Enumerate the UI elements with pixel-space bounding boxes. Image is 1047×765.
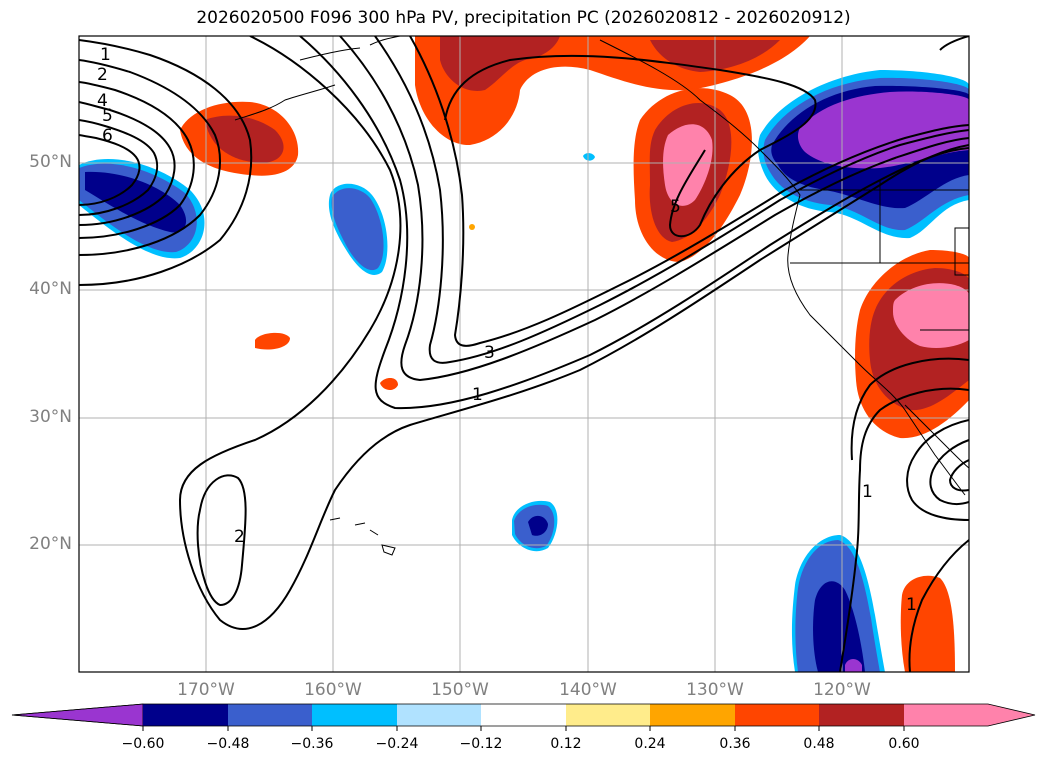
colorbar-bin [566,704,650,726]
colorbar-bin [143,704,228,726]
colorbar-tick-label: −0.24 [375,736,419,752]
lon-label: 130°W [686,680,744,700]
colorbar-tick-label: 0.36 [719,736,751,752]
colorbar-bin [650,704,735,726]
colorbar-tick-label: −0.48 [206,736,250,752]
lon-label: 170°W [177,680,235,700]
colorbar [11,703,1036,731]
colorbar-tick-label: 0.48 [803,736,835,752]
lon-label: 150°W [431,680,489,700]
contour-label: 3 [484,343,495,363]
map-area: 1 2 4 5 6 3 1 2 5 1 1 [79,36,969,672]
contour-label: 4 [97,91,108,111]
contour-label: 6 [102,126,113,146]
colorbar-bin [735,704,819,726]
coastlines [234,36,969,556]
colorbar-extend-left [11,703,144,727]
contour-label: 1 [100,45,111,65]
contour-label: 1 [862,482,873,502]
pv-contours [79,36,969,672]
colorbar-tick-label: −0.60 [121,736,165,752]
colorbar-tick-label: −0.36 [290,736,334,752]
lat-label: 40°N [29,279,72,299]
lon-label: 140°W [559,680,617,700]
colorbar-bin [819,704,904,726]
colorbar-tick-label: 0.24 [634,736,666,752]
colorbar-bin [397,704,481,726]
contour-label: 1 [906,595,917,615]
colorbar-extend-right [904,704,1035,726]
colorbar-bin [312,704,397,726]
lat-label: 30°N [29,407,72,427]
contour-label: 1 [472,385,483,405]
contour-labels: 1 2 4 5 6 3 1 2 5 1 1 [97,45,917,615]
colorbar-bin [481,704,566,726]
colorbar-tick-label: −0.12 [459,736,503,752]
colorbar-tick-label: 0.12 [550,736,582,752]
map-frame [78,35,970,673]
colorbar-bin [228,704,312,726]
colorbar-tick-label: 0.60 [888,736,920,752]
contour-label: 5 [102,106,113,126]
lat-label: 50°N [29,152,72,172]
lat-label: 20°N [29,534,72,554]
map-title: 2026020500 F096 300 hPa PV, precipitatio… [196,8,851,28]
lon-label: 160°W [304,680,362,700]
contour-label: 2 [234,527,245,547]
lon-label: 120°W [813,680,871,700]
contour-label: 2 [97,65,108,85]
graticule [79,36,969,672]
contour-label: 5 [670,197,681,217]
